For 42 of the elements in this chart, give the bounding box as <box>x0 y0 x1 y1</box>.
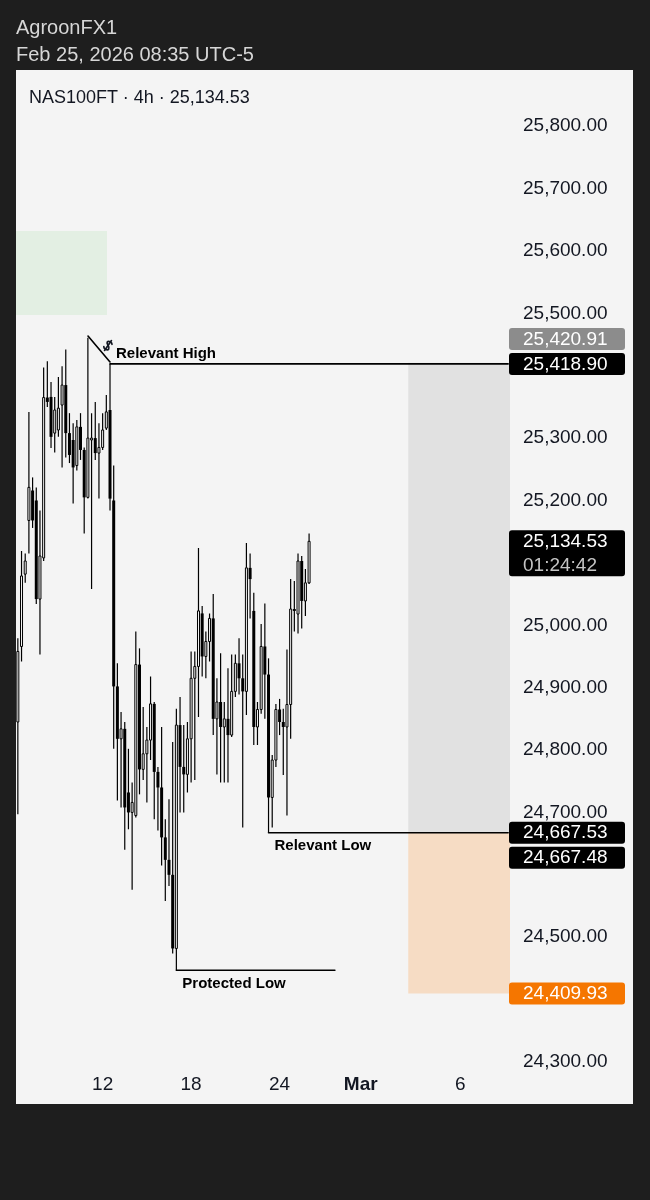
y-tick-label: 25,418.90 <box>523 352 608 374</box>
x-tick-label: 6 <box>454 1073 466 1095</box>
y-tick-label: 25,134.53 <box>523 530 608 552</box>
text: Feb 25, 2026 08:35 UTC-5 <box>16 42 254 67</box>
candlestick <box>263 602 267 720</box>
candlestick <box>281 708 285 776</box>
x-tick-label: 18 <box>180 1073 202 1095</box>
y-tick-label: 25,800.00 <box>523 114 608 136</box>
candlestick <box>300 555 304 629</box>
x-tick-label: Mar <box>343 1073 379 1095</box>
text: NAS100FT · 4h · 25,134.53 <box>29 87 250 108</box>
y-tick-label: 25,700.00 <box>523 176 608 198</box>
y-tick-label: 25,200.00 <box>523 488 608 510</box>
y-tick-label: 24,800.00 <box>523 738 608 760</box>
y-tick-label: 24,700.00 <box>523 800 608 822</box>
y-tick-label: 25,600.00 <box>523 239 608 261</box>
y-tick-label: 24,500.00 <box>523 925 608 947</box>
candlestick <box>53 396 57 454</box>
y-tick-label: 24,300.00 <box>523 1050 608 1072</box>
x-tick-label: 12 <box>92 1073 114 1095</box>
y-tick-label: 25,500.00 <box>523 301 608 323</box>
candlestick <box>27 411 31 555</box>
y-tick-label: 25,000.00 <box>523 613 608 635</box>
legend-label: Relevant High <box>116 343 217 361</box>
y-tick-label: 24,409.93 <box>523 982 608 1004</box>
candlestick <box>226 667 230 784</box>
y-tick-label: 24,900.00 <box>523 675 608 697</box>
candlestick <box>16 637 20 815</box>
text: 01:24:42 <box>523 554 597 576</box>
candlestick <box>90 412 94 590</box>
series-label: Protected Low <box>182 973 287 991</box>
band-label: 24,667.48 <box>523 846 608 868</box>
y-tick-label: 24,667.53 <box>523 821 608 843</box>
x-tick-label: 24 <box>269 1073 291 1095</box>
candlestick <box>244 542 248 716</box>
text: AgroonFX1 <box>16 15 119 40</box>
candlestick <box>196 547 200 718</box>
series-label: Relevant Low <box>274 836 372 854</box>
candlestick <box>219 652 223 784</box>
candlestick <box>71 422 75 505</box>
band-label: 25,420.91 <box>523 327 608 349</box>
y-tick-label: 25,300.00 <box>523 426 608 448</box>
